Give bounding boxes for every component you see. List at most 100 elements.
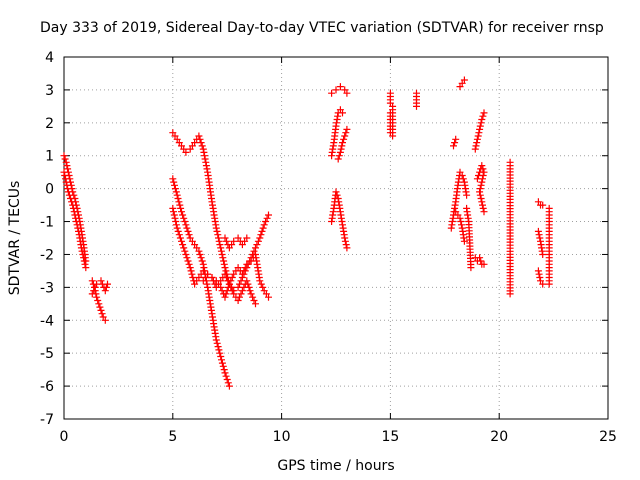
- data-point: [220, 257, 228, 265]
- data-point: [214, 231, 222, 239]
- x-tick-labels: 0 5 10 15 20 25: [60, 429, 617, 445]
- data-point: [195, 132, 203, 140]
- data-point: [250, 247, 258, 255]
- data-point: [73, 221, 81, 229]
- data-point: [216, 349, 224, 357]
- data-point: [90, 287, 98, 295]
- data-point: [236, 293, 243, 301]
- data-point: [223, 376, 231, 383]
- data-point: [68, 198, 76, 206]
- data-point: [460, 237, 468, 245]
- data-point: [182, 221, 190, 229]
- data-point: [478, 198, 486, 206]
- x-tick-label: 10: [273, 429, 291, 445]
- data-point: [62, 175, 69, 183]
- data-point: [218, 359, 226, 367]
- data-point: [336, 148, 344, 156]
- data-point: [535, 231, 543, 239]
- data-point: [221, 264, 229, 272]
- data-point: [201, 155, 209, 163]
- data-point: [204, 270, 212, 278]
- data-point: [69, 204, 77, 212]
- data-point: [65, 191, 73, 199]
- data-point: [98, 310, 106, 318]
- data-point: [172, 188, 180, 196]
- data-point: [181, 218, 189, 225]
- data-point: [221, 270, 229, 278]
- data-point: [213, 339, 221, 347]
- data-point: [169, 175, 177, 183]
- data-point: [224, 379, 232, 387]
- data-point: [175, 231, 183, 239]
- data-point: [61, 155, 69, 163]
- plot-frame: [63, 56, 609, 420]
- data-point: [219, 254, 227, 262]
- chart-title: Day 333 of 2019, Sidereal Day-to-day VTE…: [40, 20, 604, 36]
- y-tick-label: 1: [45, 149, 54, 165]
- data-point: [254, 237, 262, 245]
- data-point: [186, 264, 194, 272]
- y-tick-labels: -7 -6 -5 -4 -3 -2 -1 0 1 2 3 4: [40, 50, 54, 428]
- data-point: [252, 244, 259, 252]
- data-point: [457, 218, 465, 225]
- y-tick-label: -1: [40, 215, 54, 231]
- data-point: [265, 211, 272, 219]
- data-point: [240, 267, 248, 275]
- data-point: [222, 372, 230, 380]
- data-point: [243, 277, 251, 285]
- data-point: [386, 109, 394, 117]
- data-point: [476, 254, 484, 262]
- data-point: [197, 254, 205, 262]
- x-tick-label: 15: [381, 429, 399, 445]
- data-point: [459, 175, 467, 183]
- data-point: [97, 306, 105, 314]
- data-point: [176, 201, 184, 209]
- y-tick-label: 2: [45, 116, 54, 132]
- y-tick-label: -5: [40, 346, 54, 362]
- data-point: [212, 224, 220, 232]
- data-point: [332, 188, 340, 196]
- data-point: [223, 237, 230, 245]
- data-point: [170, 178, 178, 186]
- data-point: [243, 260, 251, 268]
- data-marks: [60, 76, 553, 390]
- x-axis-label: GPS time / hours: [277, 458, 394, 474]
- data-point: [473, 135, 481, 143]
- data-point: [215, 346, 223, 354]
- data-point: [174, 195, 182, 202]
- data-point: [80, 254, 88, 262]
- data-point: [450, 142, 457, 150]
- data-point: [101, 287, 109, 295]
- y-tick-label: -4: [40, 313, 54, 329]
- data-point: [243, 234, 251, 242]
- data-point: [62, 178, 70, 186]
- data-point: [172, 218, 180, 225]
- data-point: [222, 267, 230, 275]
- data-point: [178, 237, 185, 245]
- data-point: [238, 270, 246, 278]
- data-point: [341, 237, 349, 245]
- data-point: [220, 260, 228, 268]
- data-point: [182, 251, 190, 258]
- y-tick-label: 0: [45, 182, 54, 198]
- data-point: [64, 165, 72, 173]
- data-point: [171, 185, 179, 193]
- data-point: [480, 260, 488, 268]
- data-point: [471, 145, 479, 153]
- data-point: [185, 231, 193, 239]
- data-point: [476, 188, 484, 196]
- data-point: [75, 227, 82, 235]
- data-point: [534, 227, 542, 235]
- data-point: [262, 218, 270, 225]
- data-point: [77, 244, 85, 252]
- data-point: [102, 283, 110, 291]
- data-point: [61, 172, 69, 179]
- data-point: [180, 244, 188, 252]
- data-point: [246, 287, 254, 295]
- data-point: [176, 234, 184, 242]
- y-tick-label: 4: [45, 50, 54, 66]
- data-point: [199, 267, 207, 275]
- data-point: [181, 247, 189, 255]
- data-point: [249, 293, 257, 301]
- data-point: [479, 201, 486, 209]
